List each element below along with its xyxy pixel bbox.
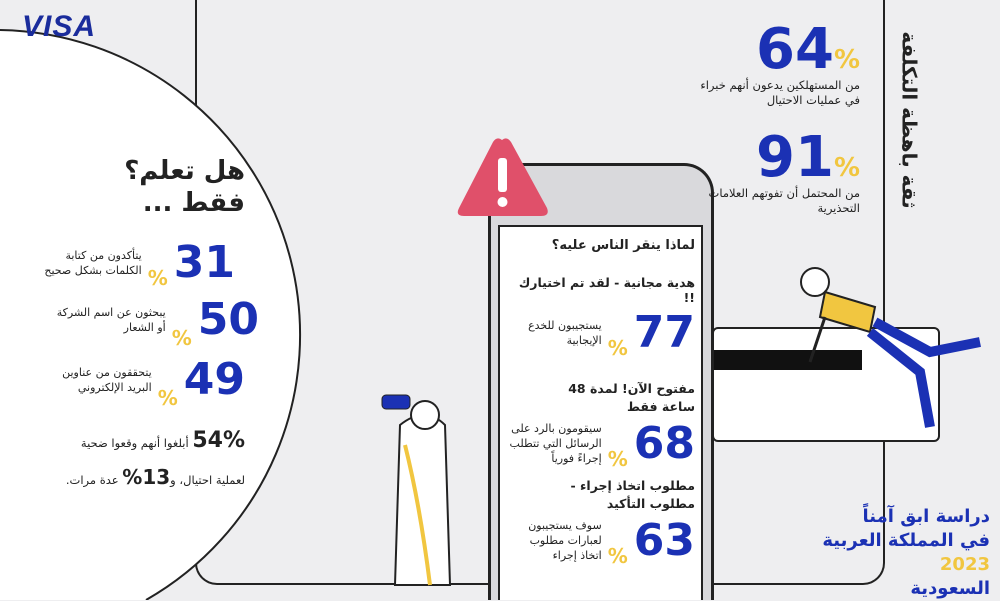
percent-sign: %	[607, 544, 628, 568]
stat-value: 91	[756, 125, 834, 190]
phone-stat-68: 68% سيقومون بالرد على الرسائل التي تتطلب …	[505, 416, 695, 471]
stat-text: يبحثون عن اسم الشركة أو الشعار	[56, 306, 166, 334]
stat-text: يتأكدون من كتابة الكلمات بشكل صحيح	[44, 248, 142, 277]
man-with-binoculars-illustration	[381, 394, 452, 586]
study-line-2: في المملكة العربية	[822, 530, 990, 551]
card-magnetic-stripe	[712, 350, 862, 370]
stat-64: 64% من المستهلكين يدعون أنهم خبراء في عمل…	[700, 22, 860, 108]
stat-91: 91% من المحتمل أن تفوتهم العلامات التحذير…	[700, 130, 861, 216]
victims-value: 54%	[192, 428, 245, 453]
person-on-card-illustration	[800, 267, 981, 428]
stat-text: يستجيبون للخدع الإيجابية	[528, 318, 602, 347]
stat-49: 49% يتحققون من عناوين البريد الإلكتروني	[40, 350, 245, 411]
percent-sign: %	[157, 386, 178, 410]
stat-value: 50	[197, 294, 259, 345]
study-title: دراسة ابق آمناً في المملكة العربية 2023 …	[780, 505, 990, 601]
did-you-know-title: هل تعلم؟ فقط ...	[60, 155, 245, 219]
stat-value: 77	[633, 306, 695, 358]
percent-sign: %	[607, 447, 628, 471]
confidence-stats: 64% من المستهلكين يدعون أنهم خبراء في عمل…	[700, 22, 860, 216]
stat-50: 50% يبحثون عن اسم الشركة أو الشعار	[40, 290, 259, 351]
stat-value: 64	[756, 17, 834, 82]
phone-question: لماذا ينقر الناس عليه؟	[551, 238, 695, 253]
stat-text: سيقومون بالرد على الرسائل التي تتطلب إجر…	[509, 422, 602, 465]
vertical-title-text: ثقة باهظة التكلفة	[898, 31, 922, 209]
stat-value: 49	[183, 354, 245, 405]
credit-card-illustration	[712, 327, 940, 442]
stat-value: 31	[173, 236, 235, 288]
study-line-3: السعودية	[910, 578, 990, 599]
warning-icon	[457, 138, 548, 216]
victims-text-2: لعملية احتيال، و	[170, 473, 245, 487]
stat-value: 68	[633, 417, 695, 469]
repeat-victims-value: 13%	[122, 465, 171, 489]
percent-sign: %	[171, 326, 192, 350]
phone-stat-63: 63% سوف يستجيبون لعبارات مطلوب اتخاذ إجرا…	[505, 513, 695, 568]
stat-text: من المحتمل أن تفوتهم العلامات التحذيرية	[708, 186, 861, 215]
phone-content: لماذا ينقر الناس عليه؟ هدية مجانية - لقد…	[505, 238, 695, 568]
visa-logo: VISA	[22, 10, 97, 43]
stat-31: 31% يتأكدون من كتابة الكلمات بشكل صحيح	[40, 235, 235, 290]
stat-text: سوف يستجيبون لعبارات مطلوب اتخاذ إجراء	[528, 519, 602, 562]
victims-text-3: عدة مرات.	[65, 473, 119, 487]
percent-sign: %	[833, 153, 860, 183]
stat-text: يتحققون من عناوين البريد الإلكتروني	[62, 366, 152, 394]
study-line-1: دراسة ابق آمناً	[862, 506, 991, 527]
phone-screen	[498, 225, 703, 600]
stat-value: 63	[633, 514, 695, 566]
item-heading: مطلوب اتخاذ إجراء - مطلوب التأكيد	[570, 478, 696, 511]
victims-note: 54% أبلغوا أنهم وقعوا ضحية لعملية احتيال…	[55, 428, 245, 493]
victims-text: أبلغوا أنهم وقعوا ضحية	[80, 436, 189, 450]
item-heading: هدية مجانية - لقد تم اختيارك !!	[518, 275, 695, 305]
phone-stat-77: 77% يستجيبون للخدع الإيجابية	[505, 305, 695, 360]
did-you-know-stats: 31% يتأكدون من كتابة الكلمات بشكل صحيح 50…	[40, 235, 259, 411]
stat-text: من المستهلكين يدعون أنهم خبراء في عمليات…	[700, 78, 860, 107]
percent-sign: %	[833, 45, 860, 75]
item-heading: مفتوح الآن! لمدة 48 ساعة فقط	[568, 381, 695, 414]
study-year: 2023	[939, 554, 990, 575]
title-line-1: هل تعلم؟	[124, 156, 245, 186]
percent-sign: %	[607, 336, 628, 360]
percent-sign: %	[147, 266, 168, 290]
vertical-section-title: ثقة باهظة التكلفة	[880, 10, 940, 230]
title-line-2: فقط ...	[142, 188, 245, 218]
did-you-know-circle	[0, 29, 302, 600]
